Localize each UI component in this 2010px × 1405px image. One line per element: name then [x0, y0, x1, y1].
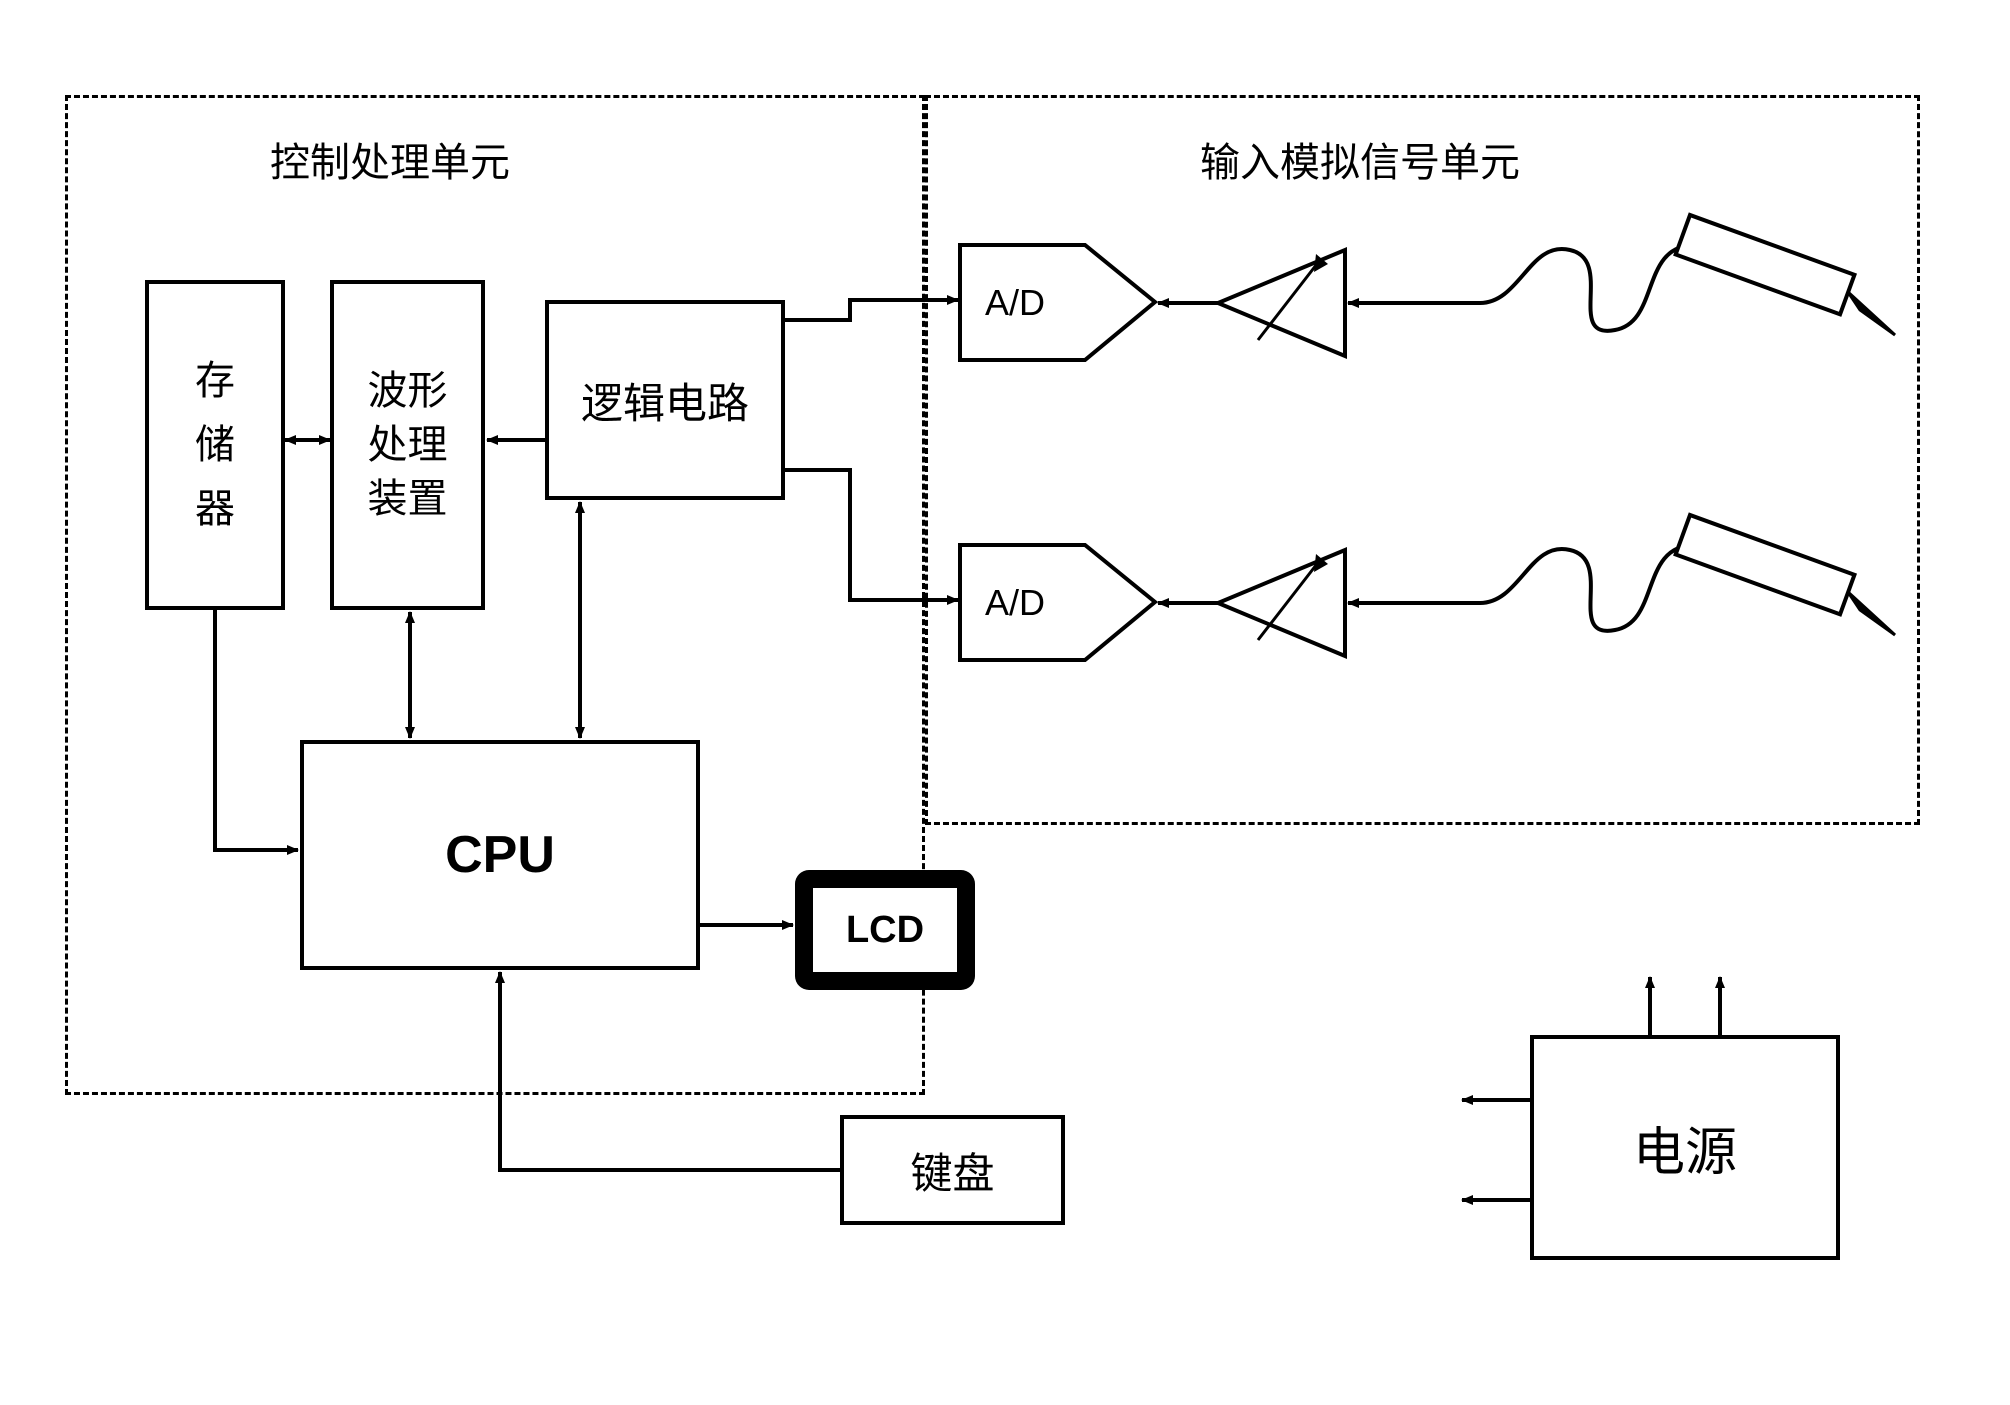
connections-svg: A/D A/D: [0, 0, 2010, 1405]
node-amp1: [1218, 250, 1345, 356]
node-amp2: [1218, 550, 1345, 656]
node-ad2-label: A/D: [985, 582, 1045, 623]
edge-logic-ad2: [785, 470, 958, 600]
node-ad1: A/D: [960, 245, 1155, 360]
edge-mem-cpu: [215, 610, 298, 850]
edge-kbd-cpu: [500, 972, 840, 1170]
node-ad1-label: A/D: [985, 282, 1045, 323]
node-probe1: [1480, 215, 1895, 335]
node-ad2: A/D: [960, 545, 1155, 660]
diagram-canvas: 控制处理单元 输入模拟信号单元 存储器 波形 处理 装置 逻辑电路 CPU LC…: [0, 0, 2010, 1405]
node-probe2: [1480, 515, 1895, 635]
edge-logic-ad1: [785, 300, 958, 320]
